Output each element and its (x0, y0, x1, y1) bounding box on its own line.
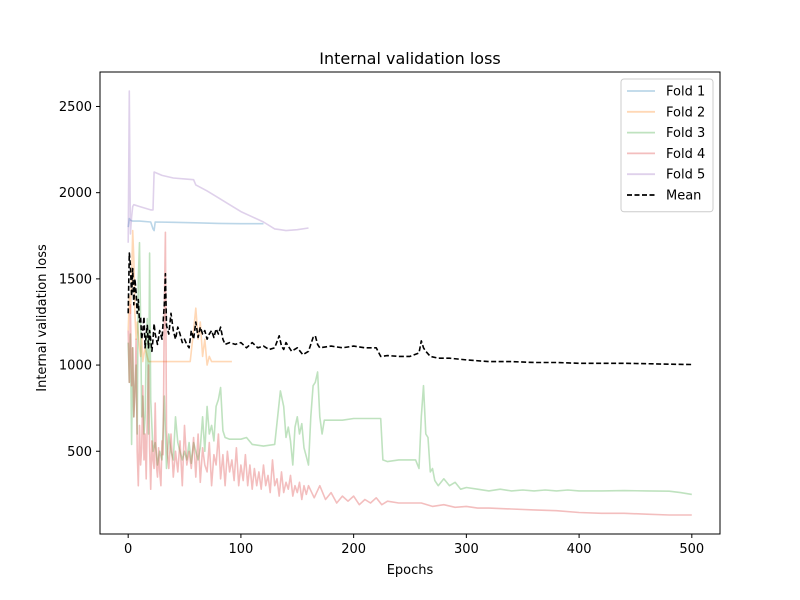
x-tick-label: 200 (341, 542, 366, 557)
plot-area: 0 100 200 300 400 500 500 1000 1500 2000 2500 (59, 71, 721, 557)
axes-frame (99, 71, 721, 535)
x-tick-label: 0 (124, 542, 132, 557)
legend-label: Mean (666, 189, 701, 204)
series-line-fold-2 (127, 229, 232, 366)
y-tick-label: 2500 (59, 100, 92, 115)
series-group (127, 90, 692, 516)
legend: Fold 1 Fold 2 Fold 3 Fold 4 Fold 5 Mean (620, 78, 714, 213)
x-tick-label: 100 (228, 542, 253, 557)
y-tick-label: 500 (67, 445, 92, 460)
y-axis-label: Internal validation loss (35, 244, 50, 392)
series-line-fold-5 (127, 90, 309, 243)
x-tick-label: 400 (567, 542, 592, 557)
legend-label: Fold 1 (666, 85, 705, 100)
chart-title: Internal validation loss (319, 49, 501, 68)
legend-box (620, 78, 714, 213)
x-tick-label: 300 (454, 542, 479, 557)
y-tick-label: 1500 (59, 272, 92, 287)
y-tick-label: 1000 (59, 359, 92, 374)
x-tick-label: 500 (679, 542, 704, 557)
y-tick-label: 2000 (59, 186, 92, 201)
legend-label: Fold 4 (666, 147, 705, 162)
legend-label: Fold 5 (666, 168, 705, 183)
series-line-fold-1 (127, 217, 264, 232)
series-line-fold-3 (127, 241, 692, 496)
x-axis-label: Epochs (387, 563, 434, 578)
series-line-mean (127, 252, 692, 366)
series-line-fold-4 (127, 231, 692, 516)
legend-label: Fold 2 (666, 105, 705, 120)
legend-label: Fold 3 (666, 126, 705, 141)
